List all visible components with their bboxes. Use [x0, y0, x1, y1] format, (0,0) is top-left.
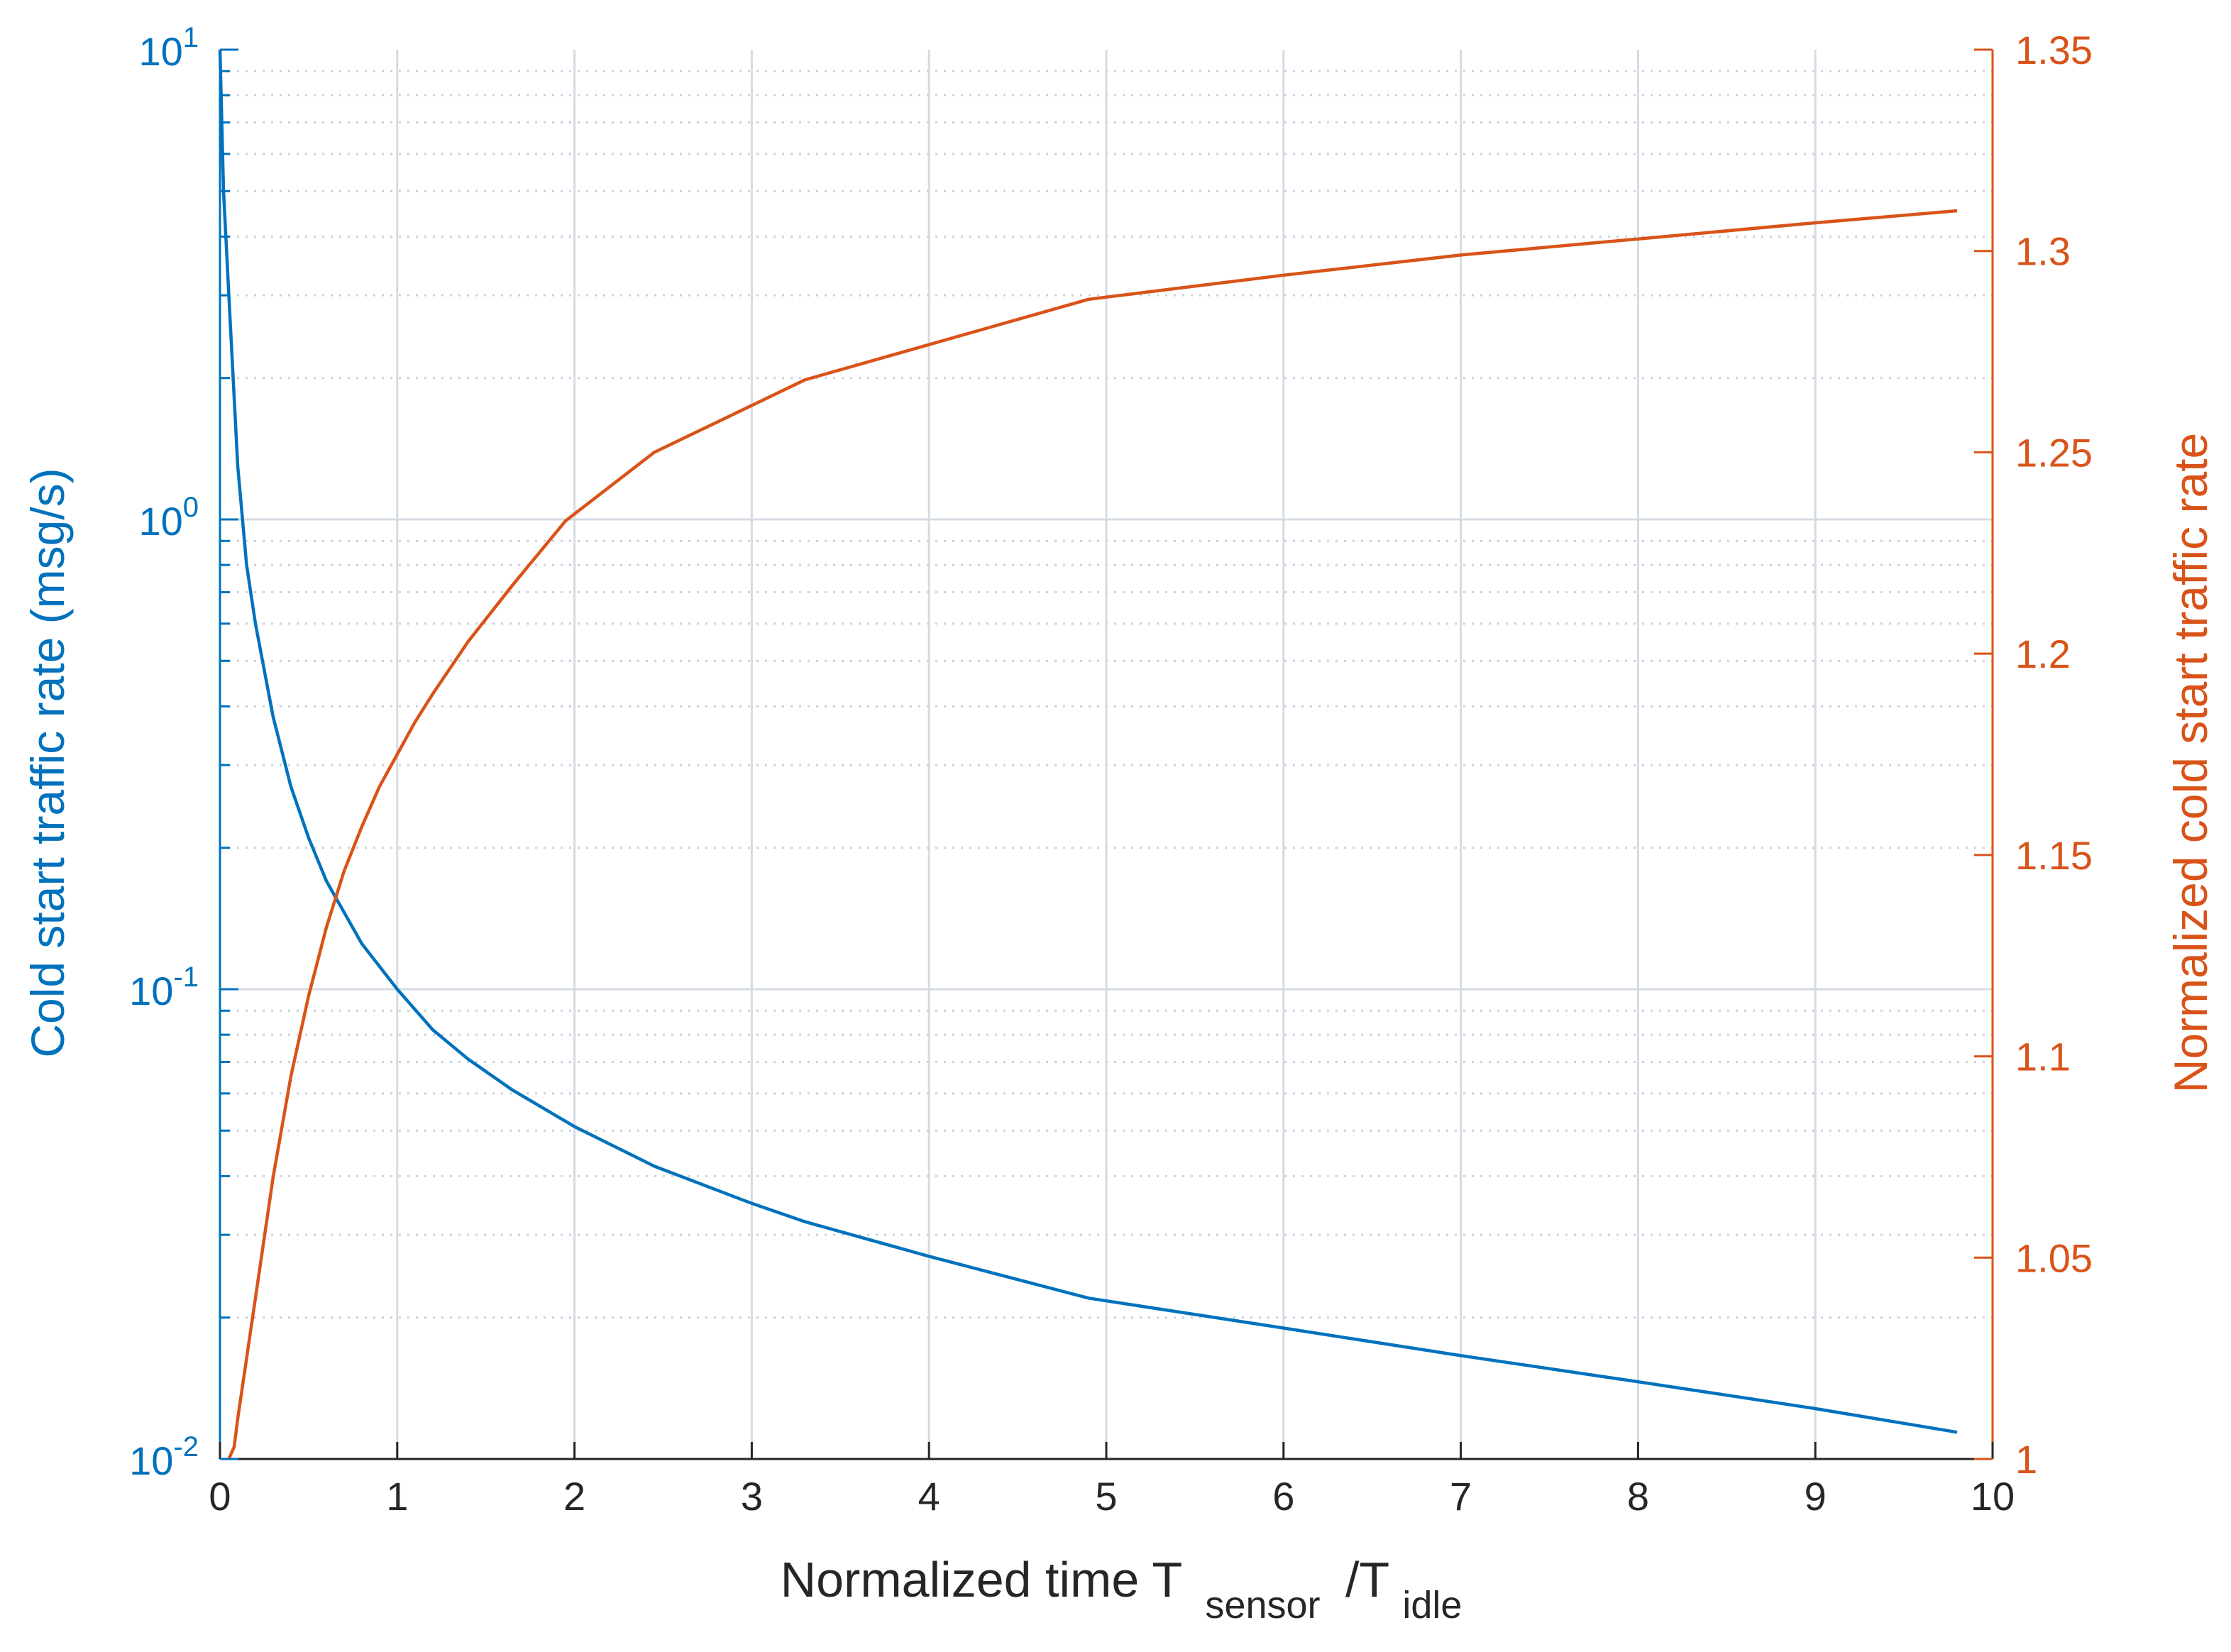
left-tick-label-2: 100 — [138, 492, 199, 544]
x-tick-label-10: 10 — [1971, 1474, 2015, 1519]
left-tick-label-1: 10-1 — [129, 962, 199, 1013]
left-axis-label: Cold start traffic rate (msg/s) — [21, 468, 74, 1057]
right-tick-label-2: 1.1 — [2015, 1035, 2071, 1079]
x-axis-label: Normalized time T sensor /T idle — [781, 1552, 1462, 1629]
right-tick-label-1: 1.05 — [2015, 1235, 2093, 1280]
right-tick-label-5: 1.25 — [2015, 430, 2093, 475]
right-tick-label-4: 1.2 — [2015, 632, 2071, 676]
right-tick-label-6: 1.3 — [2015, 229, 2071, 274]
x-tick-label-7: 7 — [1450, 1474, 1472, 1519]
right-tick-label-3: 1.15 — [2015, 833, 2093, 878]
right-tick-label-0: 1 — [2015, 1437, 2037, 1482]
x-tick-label-5: 5 — [1095, 1474, 1117, 1519]
grid-layer — [220, 50, 1993, 1459]
x-tick-label-4: 4 — [918, 1474, 940, 1519]
x-tick-label-0: 0 — [209, 1474, 231, 1519]
right-tick-label-7: 1.35 — [2015, 28, 2093, 72]
x-tick-label-8: 8 — [1627, 1474, 1649, 1519]
x-tick-label-6: 6 — [1272, 1474, 1294, 1519]
series-layer — [218, 49, 1958, 1460]
left-tick-label-3: 101 — [138, 22, 199, 74]
right-axis-label: Normalized cold start traffic rate — [2164, 433, 2217, 1093]
left-tick-label-0: 10-2 — [129, 1431, 199, 1483]
ticks-layer: 0 1 2 3 4 5 6 7 8 9 10 10-2 10-1 100 101 1 1.05 1.1 1.15 1.… — [129, 22, 2093, 1519]
x-tick-label-3: 3 — [741, 1474, 763, 1519]
x-tick-label-1: 1 — [386, 1474, 408, 1519]
series-line-left — [218, 49, 1958, 1434]
x-axis-label-mid: /T — [1345, 1552, 1389, 1607]
x-axis-label-sub1: sensor — [1205, 1584, 1320, 1626]
series-line-right — [227, 209, 1958, 1460]
x-tick-label-2: 2 — [563, 1474, 585, 1519]
x-tick-label-9: 9 — [1805, 1474, 1827, 1519]
x-axis-label-sub2: idle — [1402, 1584, 1462, 1626]
x-axis-label-main: Normalized time T — [781, 1552, 1182, 1607]
